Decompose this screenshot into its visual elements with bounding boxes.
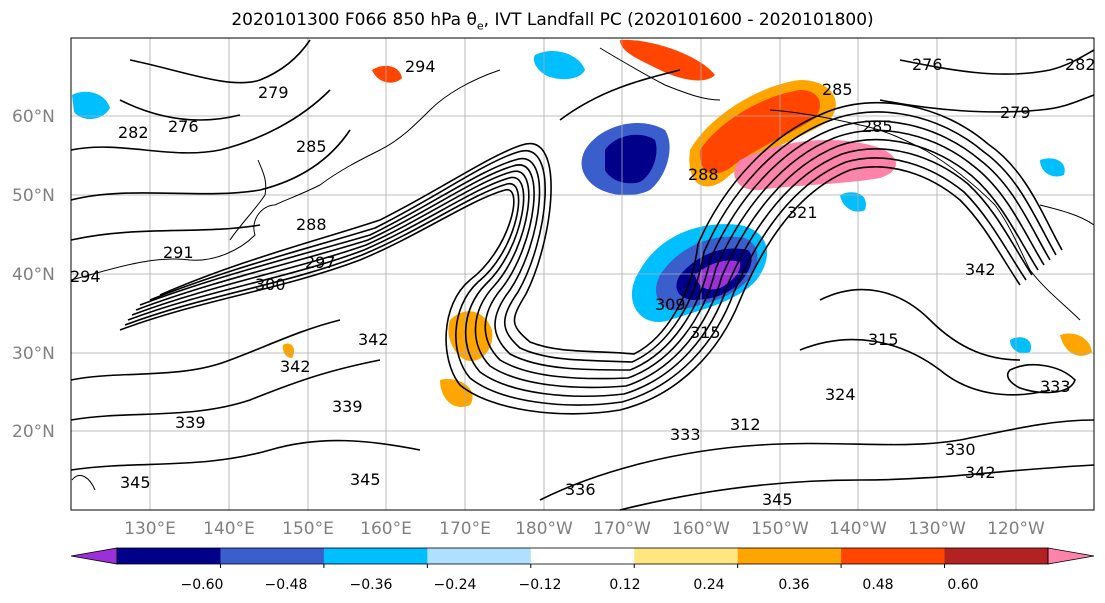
lon-label: 170°E: [439, 519, 491, 539]
contour-label: 309: [655, 295, 686, 314]
map-panel: [70, 37, 1095, 511]
lon-label: 160°W: [672, 519, 730, 539]
lat-label: 20°N: [12, 422, 55, 442]
contour-label: 321: [787, 203, 818, 222]
contour-label: 324: [825, 385, 856, 404]
contour-label: 291: [163, 243, 194, 262]
contour-label: 333: [670, 425, 701, 444]
colorbar-tick-label: −0.60: [181, 577, 224, 593]
contour-label: 276: [912, 55, 943, 74]
contour-label: 294: [70, 267, 101, 286]
contour-label: 336: [565, 480, 596, 499]
colorbar-tick-label: 0.48: [862, 577, 893, 593]
contour-label: 279: [258, 83, 289, 102]
contour-label: 342: [358, 330, 389, 349]
map-title: 2020101300 F066 850 hPa θe, IVT Landfall…: [231, 10, 874, 33]
colorbar-outline: [116, 547, 1049, 565]
theta-e-contours: [70, 39, 1095, 511]
lon-label: 130°E: [124, 519, 176, 539]
colorbar-extend-low: [70, 547, 118, 565]
colorbar-ticks: −0.60 −0.48 −0.36 −0.24 −0.12 0.12 0.24 …: [181, 577, 979, 593]
contour-label: 330: [945, 440, 976, 459]
lon-label: 130°W: [908, 519, 966, 539]
contour-label: 285: [822, 80, 853, 99]
colorbar-tick-label: −0.24: [434, 577, 477, 593]
colorbar-tick-label: −0.36: [350, 577, 393, 593]
colorbar-tick-label: −0.12: [519, 577, 562, 593]
contour-label: 342: [965, 463, 996, 482]
contour-label: 285: [862, 117, 893, 136]
colorbar-segment: [841, 548, 946, 564]
lon-label: 140°W: [829, 519, 887, 539]
contour-label: 282: [1065, 55, 1096, 74]
latitude-labels: 60°N 50°N 40°N 30°N 20°N: [12, 107, 55, 442]
contour-label: 288: [688, 165, 719, 184]
colorbar-segment: [944, 548, 1049, 564]
colorbar-tick-label: 0.60: [947, 577, 978, 593]
contour-label: 297: [305, 253, 336, 272]
colorbar-segment: [220, 548, 325, 564]
lat-label: 50°N: [12, 186, 55, 206]
coastlines: [70, 47, 1095, 491]
contour-label: 345: [350, 470, 381, 489]
colorbar-segment: [427, 548, 532, 564]
lon-label: 160°E: [360, 519, 412, 539]
contour-label: 339: [332, 397, 363, 416]
colorbar: [70, 547, 1095, 568]
contour-label: 345: [120, 473, 151, 492]
contour-label: 342: [965, 260, 996, 279]
colorbar-tick-label: 0.36: [778, 577, 809, 593]
lat-label: 30°N: [12, 344, 55, 364]
colorbar-tick-label: −0.48: [265, 577, 308, 593]
lon-label: 150°W: [751, 519, 809, 539]
colorbar-segment: [737, 548, 842, 564]
contour-label: 333: [1040, 377, 1071, 396]
contour-label: 345: [762, 490, 793, 509]
contour-label: 339: [175, 413, 206, 432]
contour-label: 315: [690, 323, 721, 342]
contour-label: 285: [296, 137, 327, 156]
lat-label: 40°N: [12, 265, 55, 285]
contour-label: 294: [405, 57, 436, 76]
colorbar-segment: [323, 548, 428, 564]
lat-label: 60°N: [12, 107, 55, 127]
contour-label: 312: [730, 415, 761, 434]
colorbar-tick-label: 0.12: [609, 577, 640, 593]
contour-label: 276: [168, 117, 199, 136]
contour-label: 282: [118, 123, 149, 142]
contour-label: 315: [868, 330, 899, 349]
lon-label: 170°W: [593, 519, 651, 539]
colorbar-segment: [634, 548, 739, 564]
lon-label: 140°E: [203, 519, 255, 539]
colorbar-extend-high: [1047, 547, 1095, 565]
contour-label: 288: [296, 215, 327, 234]
colorbar-tick-label: 0.24: [693, 577, 724, 593]
contour-label: 279: [1000, 103, 1031, 122]
contour-label: 300: [255, 275, 286, 294]
lon-label: 150°E: [282, 519, 334, 539]
contour-label: 342: [280, 357, 311, 376]
lon-label: 180°W: [515, 519, 573, 539]
lon-label: 120°W: [987, 519, 1045, 539]
longitude-labels: 130°E 140°E 150°E 160°E 170°E 180°W 170°…: [124, 519, 1045, 539]
colorbar-segment: [530, 548, 635, 564]
colorbar-segment: [117, 548, 221, 564]
map-grid: [71, 38, 1094, 510]
contour-labels: 294 279 282 276 285 288 291 294 300 297 …: [70, 55, 1096, 509]
